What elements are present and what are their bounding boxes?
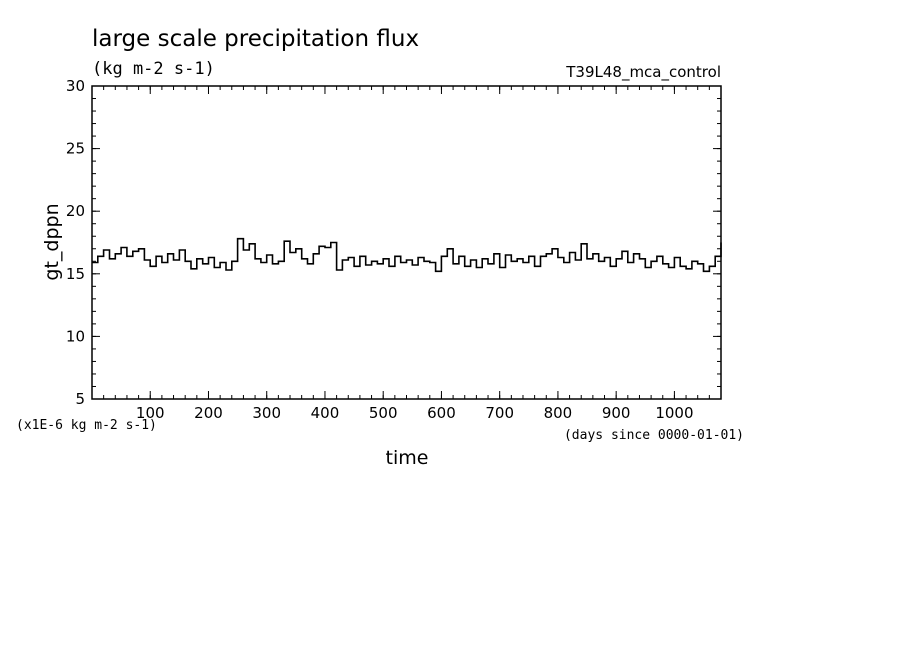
x-tick-label: 500: [369, 404, 398, 422]
x-tick-label: 700: [485, 404, 514, 422]
x-tick-label: 900: [602, 404, 631, 422]
y-tick-label: 25: [66, 140, 85, 158]
chart-title: large scale precipitation flux: [92, 26, 420, 52]
run-label: T39L48_mca_control: [566, 63, 721, 81]
series-line-0: [92, 237, 722, 273]
y-tick-label: 30: [66, 77, 85, 95]
y-tick-label: 20: [66, 202, 85, 220]
y-tick-label: 15: [66, 265, 85, 283]
x-axis-label: time: [385, 447, 429, 469]
y-tick-label: 10: [66, 327, 85, 345]
x-tick-label: 800: [544, 404, 573, 422]
x-tick-label: 300: [252, 404, 281, 422]
x-tick-label: 200: [194, 404, 223, 422]
x-tick-label: 400: [311, 404, 340, 422]
chart-subtitle: (kg m-2 s-1): [92, 59, 215, 79]
x-tick-label: 600: [427, 404, 456, 422]
x-units-note: (days since 0000-01-01): [563, 428, 744, 443]
x-tick-label: 1000: [655, 404, 693, 422]
series-layer: [92, 237, 722, 273]
x-tick-label: 100: [136, 404, 165, 422]
plot-frame: [91, 85, 722, 400]
y-tick-label: 5: [75, 390, 85, 408]
axis-ticks: [92, 85, 721, 400]
y-units-note: (x1E-6 kg m-2 s-1): [16, 418, 157, 433]
tick-labels: 100 200 300 400 500 600 700 800 900 1000 5 10 15 20 25…: [66, 77, 694, 422]
